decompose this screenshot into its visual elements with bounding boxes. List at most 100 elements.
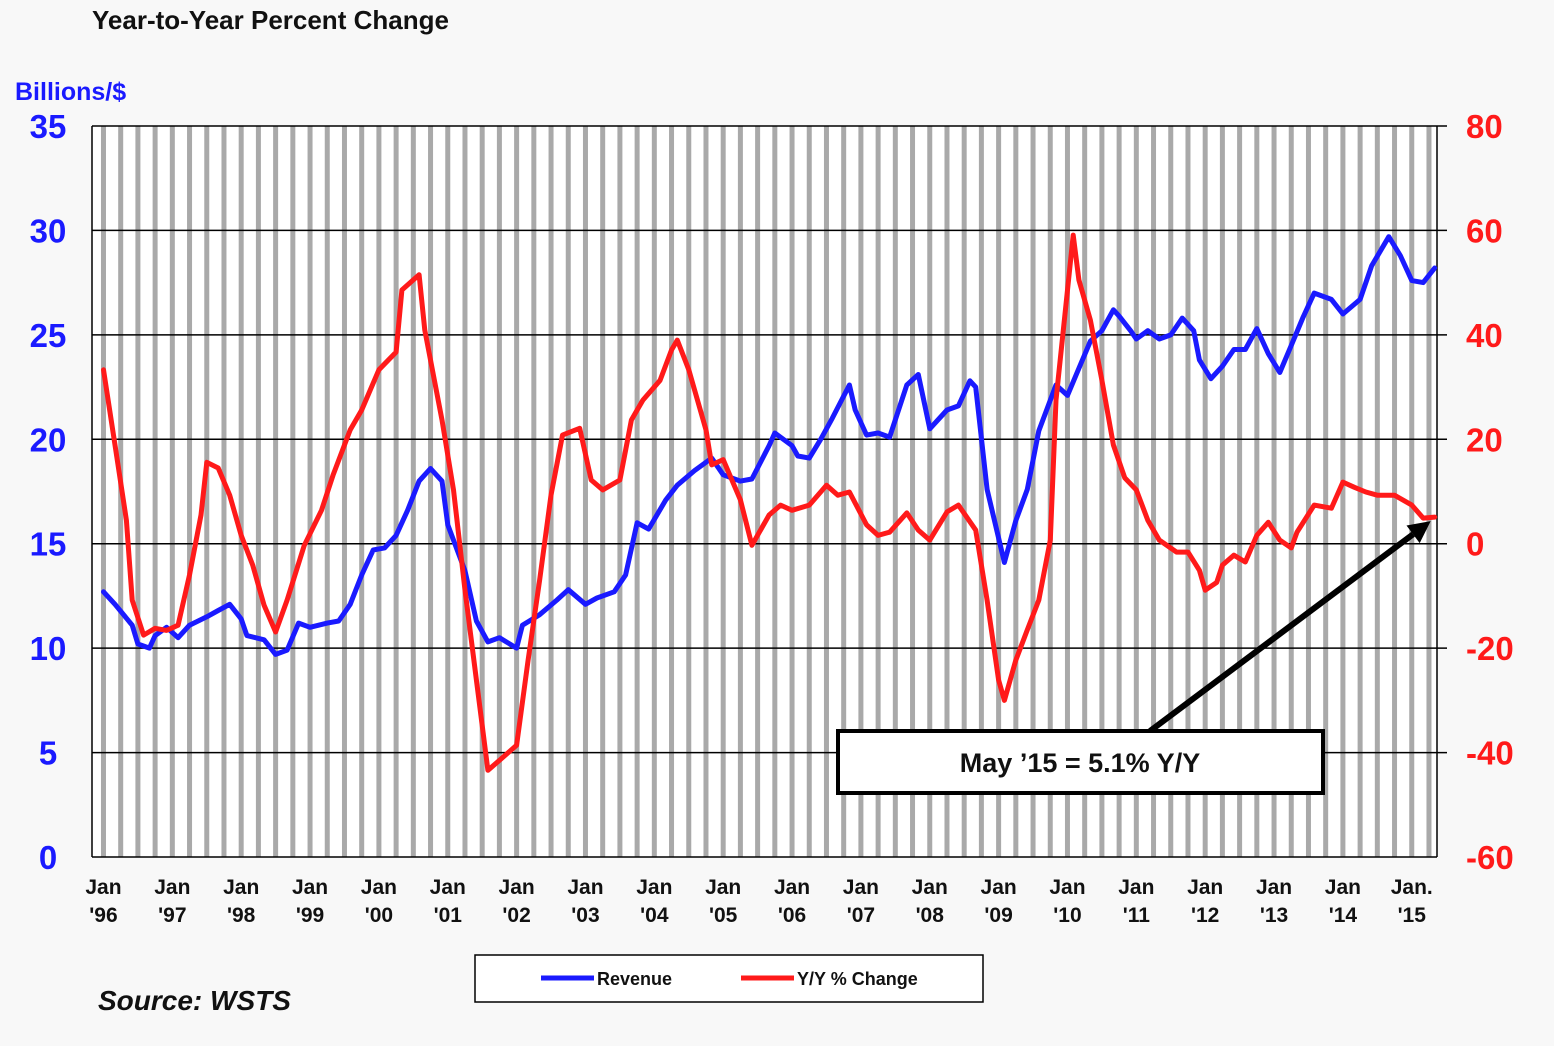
vertical-grid-band (1185, 126, 1191, 857)
vertical-grid-band (961, 126, 967, 857)
vertical-grid-band (1168, 126, 1174, 857)
vertical-grid-band (910, 126, 916, 857)
right-tick-label: 0 (1466, 526, 1484, 563)
annotation-box (836, 729, 1325, 795)
vertical-grid-band (1271, 126, 1277, 857)
x-tick-label-month: Jan (361, 876, 397, 899)
x-tick-label-year: '00 (365, 904, 393, 927)
vertical-grid-band (1288, 126, 1294, 857)
vertical-grid-band (1426, 126, 1432, 857)
vertical-grid-band (858, 126, 864, 857)
vertical-grid-band (927, 126, 933, 857)
vertical-grid-band (651, 126, 657, 857)
x-tick-label-year: '99 (296, 904, 324, 927)
vertical-grid-band (1392, 126, 1398, 857)
vertical-grid-band (1305, 126, 1311, 857)
vertical-grid-band (755, 126, 761, 857)
vertical-grid-band (514, 126, 520, 857)
vertical-grid-band (634, 126, 640, 857)
x-tick-label-year: '05 (709, 904, 738, 927)
left-tick-label: 35 (30, 108, 67, 145)
vertical-grid-band (565, 126, 571, 857)
vertical-grid-band (875, 126, 881, 857)
vertical-grid-band (273, 126, 279, 857)
vertical-grid-band (1254, 126, 1260, 857)
vertical-grid-band (582, 126, 588, 857)
vertical-grid-band (1151, 126, 1157, 857)
x-tick-label-month: Jan (705, 876, 741, 899)
vertical-grid-band (686, 126, 692, 857)
vertical-grid-band (255, 126, 261, 857)
left-tick-label: 20 (30, 421, 67, 458)
right-tick-label: -60 (1466, 839, 1514, 876)
x-tick-label-year: '10 (1053, 904, 1081, 927)
x-tick-label-month: Jan (499, 876, 535, 899)
legend-label-yy-change: Y/Y % Change (797, 969, 918, 989)
x-tick-label-month: Jan (1049, 876, 1085, 899)
chart-title: Year-to-Year Percent Change (92, 5, 449, 35)
x-tick-label-year: '12 (1191, 904, 1219, 927)
right-tick-label: -20 (1466, 630, 1514, 667)
vertical-grid-band (462, 126, 468, 857)
left-tick-label: 5 (39, 735, 57, 772)
x-tick-label-year: '15 (1398, 904, 1427, 927)
vertical-grid-band (479, 126, 485, 857)
vertical-grid-band (307, 126, 313, 857)
annotation-arrow (1148, 531, 1415, 734)
vertical-grid-band (290, 126, 296, 857)
vertical-grid-band (1374, 126, 1380, 857)
x-tick-label-year: '07 (847, 904, 875, 927)
left-tick-label: 10 (30, 630, 67, 667)
axes: 0 5 10 15 20 25 30 35 -60 -40 -20 0 20 40 60 80 Jan '96 Ja… (30, 108, 1514, 927)
annotation-arrowhead (1406, 521, 1431, 544)
vertical-grid-band (806, 126, 812, 857)
x-tick-label-year: '01 (434, 904, 463, 927)
x-tick-label-month: Jan. (1391, 876, 1433, 899)
vertical-grid-band (135, 126, 141, 857)
vertical-grid-band (393, 126, 399, 857)
x-tick-label-year: '04 (640, 904, 669, 927)
right-tick-label: -40 (1466, 735, 1514, 772)
vertical-grid-band (496, 126, 502, 857)
vertical-grid-band (152, 126, 158, 857)
x-tick-label-month: Jan (843, 876, 879, 899)
legend-label-revenue: Revenue (597, 969, 672, 989)
vertical-grid-band (1099, 126, 1105, 857)
vertical-grid-band (1237, 126, 1243, 857)
vertical-grid-band (100, 126, 106, 857)
vertical-grid-band (892, 126, 898, 857)
legend: Revenue Y/Y % Change (474, 954, 984, 1003)
vertical-grid-band (1064, 126, 1070, 857)
vertical-grid-band (789, 126, 795, 857)
x-tick-label-month: Jan (567, 876, 603, 899)
source-note: Source: WSTS (98, 985, 291, 1016)
x-tick-label-month: Jan (1256, 876, 1292, 899)
x-tick-label-month: Jan (981, 876, 1017, 899)
vertical-grid-band (1030, 126, 1036, 857)
vertical-grid-band (428, 126, 434, 857)
vertical-grid-band (1116, 126, 1122, 857)
left-tick-label: 0 (39, 839, 57, 876)
vertical-grid-band (617, 126, 623, 857)
vertical-grid-band (169, 126, 175, 857)
x-tick-label-month: Jan (292, 876, 328, 899)
annotation-text: May ’15 = 5.1% Y/Y (960, 748, 1200, 778)
right-tick-label: 60 (1466, 212, 1503, 249)
x-tick-label-year: '02 (502, 904, 530, 927)
vertical-grid-band (996, 126, 1002, 857)
x-tick-label-year: '13 (1260, 904, 1288, 927)
x-tick-label-year: '06 (778, 904, 806, 927)
vertical-grid-band (1409, 126, 1415, 857)
vertical-grid-band (376, 126, 382, 857)
right-tick-label: 40 (1466, 317, 1503, 354)
x-tick-label-month: Jan (154, 876, 190, 899)
x-tick-label-year: '98 (227, 904, 256, 927)
vertical-grid-band (703, 126, 709, 857)
vertical-grid-band (341, 126, 347, 857)
right-tick-label: 20 (1466, 421, 1503, 458)
vertical-grid-band (204, 126, 210, 857)
vertical-grid-band (737, 126, 743, 857)
vertical-grid-band (238, 126, 244, 857)
vertical-grid-band (531, 126, 537, 857)
vertical-grid-band (1323, 126, 1329, 857)
